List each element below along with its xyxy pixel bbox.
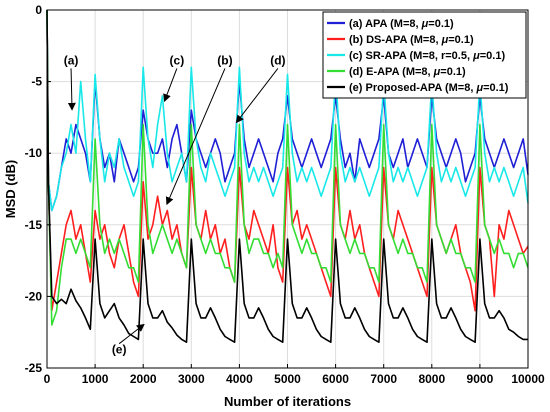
annotation-label: (c) bbox=[170, 53, 185, 67]
annotation-arrow bbox=[235, 68, 279, 124]
y-tick-label: -25 bbox=[25, 361, 43, 375]
y-tick-label: -5 bbox=[31, 75, 42, 89]
annotation-arrow bbox=[67, 68, 76, 111]
legend-entry-c: (c) SR-APA (M=8, r=0.5, μ=0.1) bbox=[349, 50, 505, 62]
series-lines bbox=[46, 9, 529, 344]
annotation-arrow bbox=[163, 68, 178, 103]
x-tick-label: 3000 bbox=[178, 372, 205, 386]
x-tick-label: 4000 bbox=[226, 372, 253, 386]
legend-entry-e: (e) Proposed-APA (M=8, μ=0.1) bbox=[349, 82, 509, 94]
series-line-d bbox=[46, 9, 529, 326]
y-tick-label: -20 bbox=[25, 289, 43, 303]
annotation-arrow bbox=[165, 68, 226, 206]
annotation-label: (e) bbox=[112, 343, 127, 357]
x-tick-label: 2000 bbox=[130, 372, 157, 386]
legend-box bbox=[322, 11, 527, 99]
y-tick-label: -10 bbox=[25, 146, 43, 160]
x-tick-label: 10000 bbox=[511, 372, 545, 386]
x-tick-label: 7000 bbox=[370, 372, 397, 386]
x-tick-label: 6000 bbox=[322, 372, 349, 386]
annotation-arrow bbox=[118, 323, 145, 345]
x-tick-label: 0 bbox=[44, 372, 51, 386]
annotations: (a) (c) (b) (d) (e) bbox=[64, 53, 286, 356]
annotation-label: (d) bbox=[270, 53, 285, 67]
series-line-c bbox=[46, 9, 529, 212]
x-tick-label: 1000 bbox=[82, 372, 109, 386]
legend-entry-a: (a) APA (M=8, μ=0.1) bbox=[349, 18, 454, 30]
legend-entry-b: (b) DS-APA (M=8, μ=0.1) bbox=[349, 34, 474, 46]
legend-entry-d: (d) E-APA (M=8, μ=0.1) bbox=[349, 66, 466, 78]
legend: (a) APA (M=8, μ=0.1) (b) DS-APA (M=8, μ=0… bbox=[322, 11, 527, 99]
x-axis-label: Number of iterations bbox=[224, 394, 351, 409]
y-tick-label: 0 bbox=[35, 3, 42, 17]
x-tick-label: 8000 bbox=[418, 372, 445, 386]
annotation-label: (b) bbox=[217, 53, 232, 67]
x-tick-label: 9000 bbox=[467, 372, 494, 386]
y-tick-label: -15 bbox=[25, 218, 43, 232]
axis-ticks: 0 1000 2000 3000 4000 5000 6000 7000 8000 9000 100… bbox=[25, 3, 545, 386]
annotation-label: (a) bbox=[64, 53, 79, 67]
series-line-e bbox=[46, 9, 528, 344]
x-tick-label: 5000 bbox=[274, 372, 301, 386]
y-axis-label: MSD (dB) bbox=[3, 160, 18, 219]
